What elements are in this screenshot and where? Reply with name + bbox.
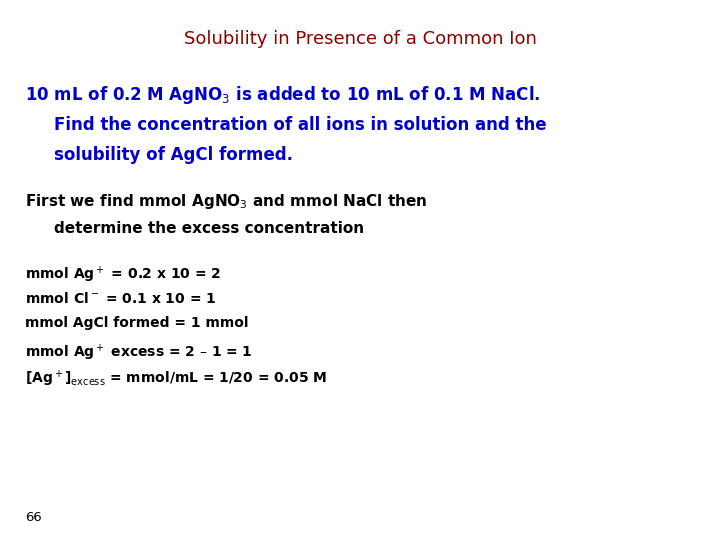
Text: mmol Cl$^-$ = 0.1 x 10 = 1: mmol Cl$^-$ = 0.1 x 10 = 1 bbox=[25, 291, 217, 306]
Text: Find the concentration of all ions in solution and the: Find the concentration of all ions in so… bbox=[54, 116, 546, 134]
Text: solubility of AgCl formed.: solubility of AgCl formed. bbox=[54, 146, 293, 164]
Text: mmol AgCl formed = 1 mmol: mmol AgCl formed = 1 mmol bbox=[25, 316, 248, 330]
Text: mmol Ag$^+$ = 0.2 x 10 = 2: mmol Ag$^+$ = 0.2 x 10 = 2 bbox=[25, 265, 221, 285]
Text: mmol Ag$^+$ excess = 2 – 1 = 1: mmol Ag$^+$ excess = 2 – 1 = 1 bbox=[25, 342, 253, 363]
Text: [Ag$^+$]$_\mathrm{excess}$ = mmol/mL = 1/20 = 0.05 M: [Ag$^+$]$_\mathrm{excess}$ = mmol/mL = 1… bbox=[25, 368, 328, 389]
Text: determine the excess concentration: determine the excess concentration bbox=[54, 221, 364, 237]
Text: Solubility in Presence of a Common Ion: Solubility in Presence of a Common Ion bbox=[184, 30, 536, 48]
Text: 66: 66 bbox=[25, 511, 42, 524]
Text: 10 mL of 0.2 M AgNO$_3$ is added to 10 mL of 0.1 M NaCl.: 10 mL of 0.2 M AgNO$_3$ is added to 10 m… bbox=[25, 84, 541, 106]
Text: First we find mmol AgNO$_3$ and mmol NaCl then: First we find mmol AgNO$_3$ and mmol NaC… bbox=[25, 192, 428, 211]
